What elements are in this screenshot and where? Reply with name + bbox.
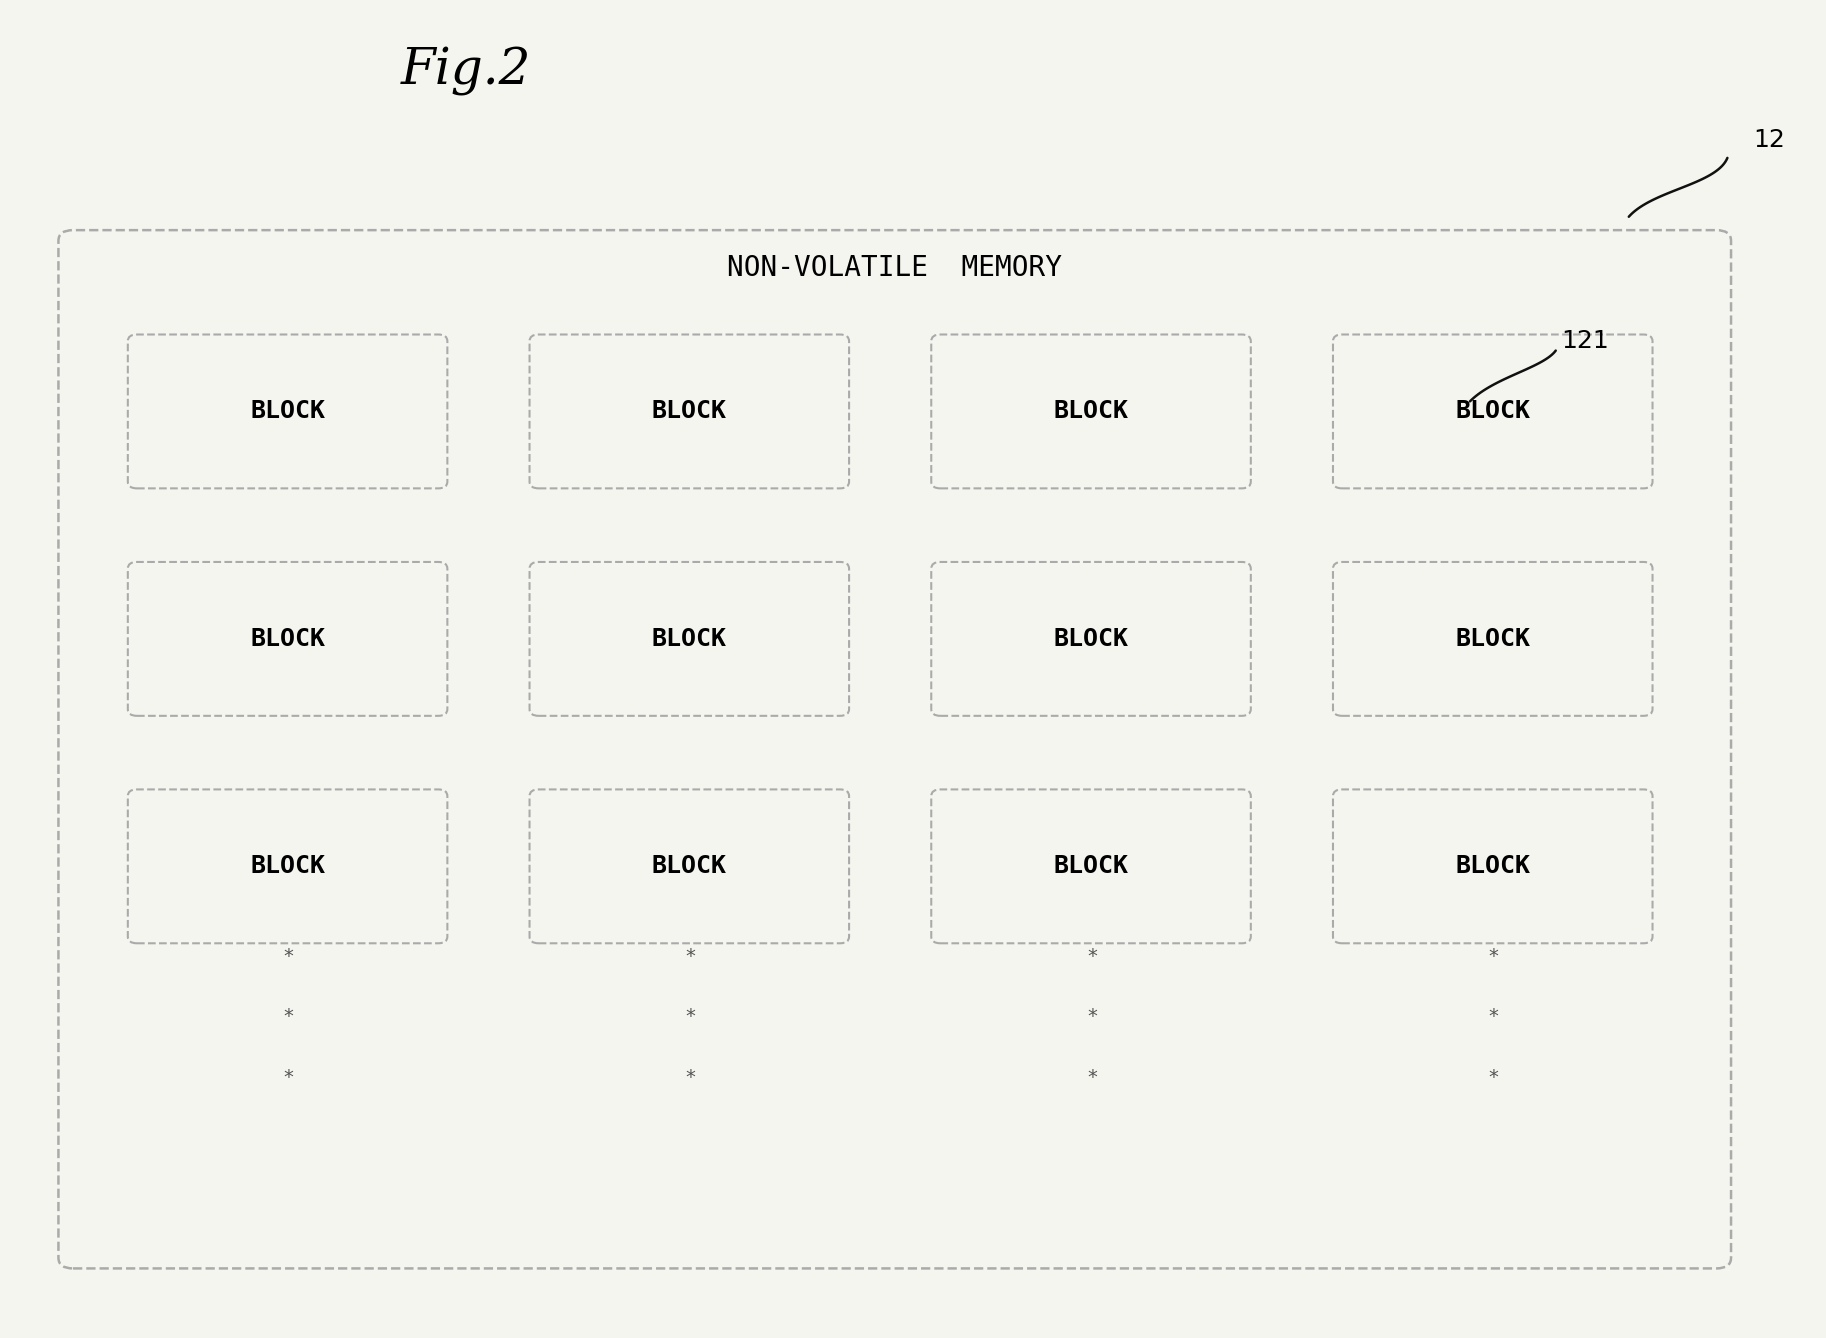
FancyBboxPatch shape: [530, 562, 849, 716]
Text: *: *: [685, 1068, 696, 1086]
Text: *: *: [1086, 1008, 1097, 1026]
Text: *: *: [283, 947, 294, 966]
Text: BLOCK: BLOCK: [1054, 855, 1128, 878]
Text: Fig.2: Fig.2: [400, 47, 531, 96]
FancyBboxPatch shape: [931, 562, 1251, 716]
Text: *: *: [1086, 1068, 1097, 1086]
Text: *: *: [1488, 1008, 1499, 1026]
Text: *: *: [1488, 947, 1499, 966]
Text: 12: 12: [1753, 128, 1784, 153]
Text: BLOCK: BLOCK: [1455, 855, 1530, 878]
Text: BLOCK: BLOCK: [652, 628, 727, 650]
FancyBboxPatch shape: [58, 230, 1731, 1268]
Text: BLOCK: BLOCK: [1054, 400, 1128, 423]
Text: *: *: [1086, 947, 1097, 966]
Text: BLOCK: BLOCK: [250, 855, 325, 878]
FancyBboxPatch shape: [1333, 789, 1653, 943]
Text: 121: 121: [1561, 329, 1609, 353]
FancyBboxPatch shape: [128, 789, 447, 943]
Text: *: *: [283, 1008, 294, 1026]
Text: BLOCK: BLOCK: [250, 400, 325, 423]
Text: NON-VOLATILE  MEMORY: NON-VOLATILE MEMORY: [727, 254, 1063, 281]
Text: *: *: [685, 947, 696, 966]
FancyBboxPatch shape: [1333, 334, 1653, 488]
Text: BLOCK: BLOCK: [250, 628, 325, 650]
Text: BLOCK: BLOCK: [652, 855, 727, 878]
FancyBboxPatch shape: [530, 789, 849, 943]
FancyBboxPatch shape: [931, 334, 1251, 488]
FancyBboxPatch shape: [128, 562, 447, 716]
FancyBboxPatch shape: [1333, 562, 1653, 716]
FancyBboxPatch shape: [931, 789, 1251, 943]
Text: BLOCK: BLOCK: [1455, 400, 1530, 423]
Text: *: *: [685, 1008, 696, 1026]
Text: BLOCK: BLOCK: [652, 400, 727, 423]
Text: BLOCK: BLOCK: [1054, 628, 1128, 650]
Text: BLOCK: BLOCK: [1455, 628, 1530, 650]
FancyBboxPatch shape: [530, 334, 849, 488]
FancyBboxPatch shape: [128, 334, 447, 488]
Text: *: *: [1488, 1068, 1499, 1086]
Text: *: *: [283, 1068, 294, 1086]
